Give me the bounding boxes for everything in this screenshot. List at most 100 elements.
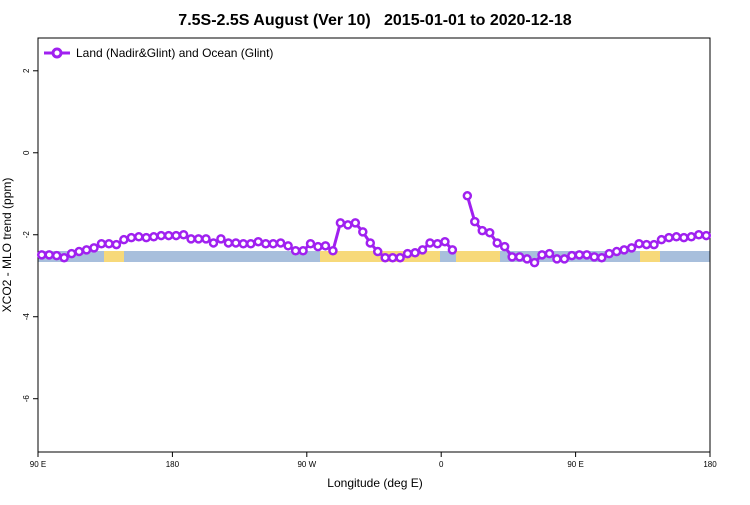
data-point <box>611 246 622 257</box>
land-band <box>456 251 500 262</box>
data-point <box>522 254 532 264</box>
data-point <box>298 245 308 256</box>
data-point <box>425 238 435 248</box>
data-point <box>328 245 338 256</box>
data-point <box>343 220 353 230</box>
x-tick-label: 90 W <box>297 460 316 469</box>
data-point <box>335 218 346 228</box>
y-tick-label: 2 <box>22 68 31 73</box>
x-tick-label: 90 E <box>567 460 583 469</box>
data-point <box>74 246 84 257</box>
data-point <box>119 234 129 245</box>
data-point <box>59 252 69 263</box>
y-tick-label: -6 <box>22 395 31 403</box>
legend-marker <box>51 47 63 59</box>
data-point <box>365 238 376 248</box>
data-point <box>604 248 614 259</box>
x-tick-label: 180 <box>166 460 180 469</box>
data-point <box>462 191 473 201</box>
data-point <box>96 239 107 249</box>
data-point <box>395 252 405 263</box>
data-point <box>178 230 189 240</box>
data-point <box>402 248 413 259</box>
land-band <box>320 251 440 262</box>
y-tick-label: -2 <box>22 231 31 239</box>
data-point <box>163 230 174 241</box>
data-point <box>656 234 667 245</box>
data-point <box>537 250 547 260</box>
data-point <box>126 232 137 243</box>
data-point <box>410 248 420 258</box>
data-point <box>447 245 458 255</box>
data-point <box>313 241 323 252</box>
data-point <box>201 234 211 244</box>
data-point <box>671 232 682 242</box>
data-point <box>246 239 256 249</box>
x-tick-label: 90 E <box>30 460 46 469</box>
data-point <box>619 245 629 255</box>
data-point <box>260 239 271 249</box>
data-point <box>171 230 181 241</box>
data-point <box>320 241 331 251</box>
data-point <box>470 216 480 227</box>
data-point <box>499 241 510 252</box>
data-point <box>582 250 592 260</box>
data-point <box>589 252 600 262</box>
data-point <box>36 250 47 260</box>
data-point <box>305 239 316 249</box>
data-point <box>686 232 697 242</box>
legend: Land (Nadir&Glint) and Ocean (Glint) <box>44 46 273 60</box>
data-point <box>51 250 62 261</box>
data-point <box>574 250 585 260</box>
chart-title: 7.5S-2.5S August (Ver 10) 2015-01-01 to … <box>178 12 571 29</box>
data-point <box>440 236 450 247</box>
data-point <box>111 239 122 250</box>
data-point <box>387 252 398 263</box>
data-point <box>44 250 54 260</box>
land-band <box>640 251 660 262</box>
data-point <box>148 232 159 242</box>
data-point <box>552 254 562 264</box>
data-point <box>275 238 286 248</box>
data-point <box>507 252 517 262</box>
data-point <box>596 252 607 263</box>
data-point <box>223 238 234 248</box>
data-point <box>380 252 390 263</box>
data-point <box>372 246 383 257</box>
data-point <box>104 239 114 249</box>
data-point <box>238 239 249 249</box>
x-tick-label: 0 <box>439 460 444 469</box>
data-point <box>156 230 166 241</box>
y-tick-label: -4 <box>22 313 31 321</box>
data-point <box>641 239 652 250</box>
land-band <box>104 251 124 262</box>
data-point <box>216 234 226 244</box>
data-point <box>634 239 644 249</box>
data-point <box>559 254 570 264</box>
data-point <box>514 252 525 262</box>
data-point <box>679 232 689 243</box>
data-point <box>432 239 443 249</box>
data-point <box>268 239 278 249</box>
data-point <box>484 227 495 238</box>
data-point <box>208 238 219 248</box>
data-point <box>567 250 577 261</box>
y-axis-label: XCO2 - MLO trend (ppm) <box>0 178 14 313</box>
data-point <box>253 236 264 247</box>
legend-label: Land (Nadir&Glint) and Ocean (Glint) <box>76 46 273 60</box>
plot-frame <box>37 37 711 453</box>
data-point <box>81 245 92 255</box>
data-point <box>231 238 241 248</box>
data-point <box>66 248 77 259</box>
data-point <box>477 225 488 236</box>
map-band <box>38 251 710 262</box>
data-point <box>626 243 637 253</box>
data-point <box>694 230 704 240</box>
data-point <box>664 232 674 243</box>
data-point <box>134 232 144 242</box>
data-point <box>290 245 301 256</box>
data-point <box>529 257 540 268</box>
data-point <box>141 232 152 243</box>
data-point <box>544 248 555 259</box>
